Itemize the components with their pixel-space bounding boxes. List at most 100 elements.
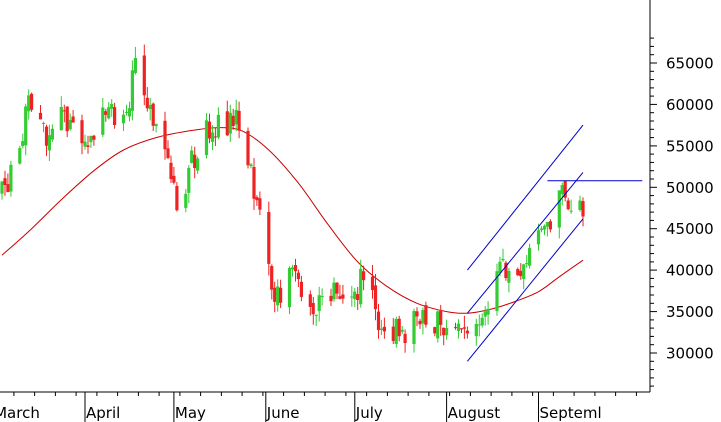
candle-down xyxy=(273,281,277,313)
candle-body xyxy=(563,181,567,198)
candle-body xyxy=(382,326,386,332)
candle-up xyxy=(216,107,220,140)
candle-body xyxy=(273,287,277,302)
candle-body xyxy=(113,107,117,125)
candle-down xyxy=(3,170,7,196)
candle-down xyxy=(151,102,155,131)
candle-body xyxy=(175,186,179,211)
x-tick-label: June xyxy=(266,404,300,422)
candle-up xyxy=(228,104,232,142)
candle-down xyxy=(548,219,552,233)
candle-up xyxy=(412,308,416,353)
candle-down xyxy=(433,326,437,337)
candle-body xyxy=(290,267,295,270)
candle-body xyxy=(47,135,51,151)
candle-body xyxy=(213,136,217,138)
candle-body xyxy=(391,326,395,341)
candle-up xyxy=(456,319,461,339)
candle-body xyxy=(38,112,43,120)
x-tick-label: April xyxy=(86,404,120,422)
candle-body xyxy=(104,111,108,115)
candle-up xyxy=(110,99,114,117)
candle-body xyxy=(276,286,280,306)
candle-body xyxy=(234,109,238,125)
candle-up xyxy=(436,309,440,343)
candle-body xyxy=(308,294,312,307)
candle-body xyxy=(41,123,46,124)
candle-body xyxy=(341,294,345,299)
candle-body xyxy=(436,311,440,339)
candle-down xyxy=(293,258,298,282)
candle-down xyxy=(382,317,386,339)
candle-body xyxy=(376,311,381,331)
candle-down xyxy=(193,146,197,179)
candle-up xyxy=(501,248,505,262)
candle-down xyxy=(442,327,446,346)
candle-body xyxy=(350,296,354,298)
candle-body xyxy=(397,318,401,337)
candle-up xyxy=(184,188,188,213)
candle-body xyxy=(184,193,188,208)
candle-down xyxy=(44,124,49,157)
candle-down xyxy=(362,265,366,291)
candle-up xyxy=(101,98,105,138)
candle-body xyxy=(124,112,129,113)
candle-down xyxy=(424,301,428,328)
candle-body xyxy=(465,330,469,334)
candle-down xyxy=(418,318,422,329)
candle-down xyxy=(142,44,146,106)
candle-up xyxy=(539,226,544,233)
candles-layer xyxy=(0,44,585,353)
y-tick-label: 45000 xyxy=(666,220,714,238)
candle-down xyxy=(86,135,90,154)
candle-down xyxy=(145,87,149,112)
candle-body xyxy=(379,328,383,330)
candle-up xyxy=(317,286,321,322)
candle-body xyxy=(453,327,458,329)
candle-up xyxy=(507,268,511,293)
candle-body xyxy=(3,178,7,185)
candle-body xyxy=(439,310,443,325)
candle-body xyxy=(89,135,93,143)
candle-down xyxy=(296,269,300,287)
candle-down xyxy=(231,108,235,130)
candle-body xyxy=(296,272,300,280)
candle-body xyxy=(207,121,212,139)
candle-body xyxy=(557,190,561,228)
candle-body xyxy=(0,181,4,194)
candle-up xyxy=(560,182,564,206)
candle-body xyxy=(293,265,298,272)
candle-up xyxy=(47,124,51,161)
candle-body xyxy=(196,158,200,171)
candle-up xyxy=(545,222,549,237)
candle-up xyxy=(528,243,532,269)
candle-up xyxy=(27,89,31,120)
candle-down xyxy=(581,197,585,227)
candle-body xyxy=(127,108,132,117)
candle-body xyxy=(311,303,315,315)
candle-body xyxy=(24,106,28,146)
candle-body xyxy=(335,282,339,294)
candle-down xyxy=(252,158,256,210)
candle-body xyxy=(50,128,54,140)
candle-up xyxy=(154,123,158,133)
moving-average-layer xyxy=(1,127,584,314)
candle-body xyxy=(249,164,253,167)
candle-up xyxy=(525,255,529,268)
x-tick-label: July xyxy=(355,404,383,422)
y-tick-label: 60000 xyxy=(666,96,714,114)
candle-up xyxy=(569,199,573,214)
candle-down xyxy=(71,110,75,123)
candle-down xyxy=(504,260,508,281)
candle-body xyxy=(299,281,303,297)
candle-body xyxy=(421,310,425,324)
candle-body xyxy=(536,230,541,245)
candle-body xyxy=(462,327,466,329)
candle-up xyxy=(196,156,200,174)
candle-down xyxy=(415,307,419,327)
candle-body xyxy=(480,317,484,326)
candle-body xyxy=(267,212,271,264)
candle-body xyxy=(92,135,96,140)
